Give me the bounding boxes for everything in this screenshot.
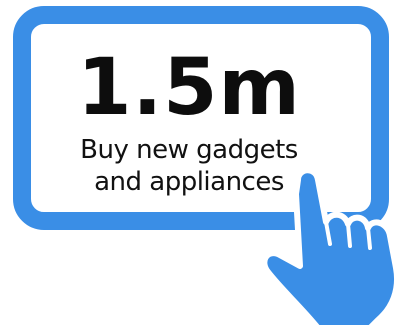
pointing-hand-icon: [261, 167, 400, 331]
home-button-icon: [350, 103, 366, 139]
screen-content: 1.5m Buy new gadgets and appliances: [36, 40, 342, 212]
stat-caption: Buy new gadgets and appliances: [36, 134, 342, 198]
stat-value: 1.5m: [77, 43, 301, 133]
caption-line-2: and appliances: [94, 167, 284, 197]
tablet-icon: [13, 6, 389, 230]
caption-line-1: Buy new gadgets: [80, 135, 298, 165]
